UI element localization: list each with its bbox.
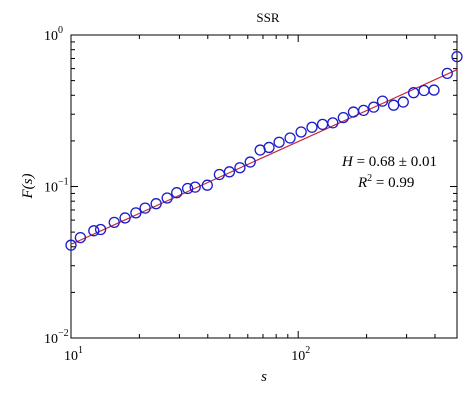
r2-exponent: 2	[367, 173, 372, 184]
y-tick-label: 10−2	[44, 328, 69, 347]
data-point	[119, 212, 131, 224]
x-tick-labels: 101 102	[64, 345, 310, 364]
y-tick-label: 100	[44, 25, 63, 44]
data-point	[327, 117, 339, 129]
data-point	[234, 162, 246, 174]
data-point	[88, 225, 100, 237]
y-tick-labels: 10−2 10−1 100	[44, 25, 69, 347]
y-axis-label: F(s)	[20, 174, 36, 200]
data-point	[397, 96, 409, 108]
x-tick-label: 101	[64, 345, 83, 364]
data-point	[306, 121, 318, 133]
r2-annotation: R2 = 0.99	[357, 173, 414, 191]
data-point	[263, 141, 275, 154]
data-point	[65, 239, 77, 251]
data-point	[407, 87, 420, 99]
data-point	[428, 84, 440, 96]
data-point	[130, 207, 142, 219]
data-point	[139, 202, 151, 214]
data-point	[74, 231, 87, 244]
data-point	[451, 50, 463, 63]
data-point	[376, 95, 389, 107]
data-point	[337, 111, 349, 124]
data-point	[94, 223, 107, 236]
ticks-layer	[70, 34, 458, 339]
x-axis-label: s	[261, 369, 267, 385]
data-point	[273, 136, 285, 148]
r2-symbol: R	[357, 175, 367, 191]
data-point	[161, 192, 173, 204]
data-point	[368, 101, 380, 113]
data-point	[284, 132, 296, 144]
data-point	[201, 179, 213, 191]
data-point	[244, 156, 256, 168]
fit-line-layer	[70, 69, 458, 245]
data-point	[441, 67, 453, 80]
data-point	[181, 182, 194, 195]
hurst-value: = 0.68 ± 0.01	[353, 154, 437, 170]
fit-line	[70, 69, 458, 245]
x-tick-label: 102	[291, 345, 310, 364]
hurst-symbol: H	[341, 154, 354, 170]
data-point	[150, 198, 162, 210]
data-point	[223, 166, 236, 178]
hurst-annotation: H = 0.68 ± 0.01	[341, 154, 437, 170]
chart-title: SSR	[256, 10, 279, 25]
y-axis-label-text: F(s)	[20, 174, 36, 200]
data-point	[171, 187, 183, 199]
data-point	[213, 168, 226, 181]
data-points-layer	[65, 50, 463, 251]
data-point	[387, 99, 400, 111]
r2-value: = 0.99	[372, 175, 414, 191]
data-point	[108, 216, 120, 228]
data-point	[295, 126, 307, 138]
data-point	[357, 104, 370, 117]
data-point	[418, 84, 430, 97]
data-point	[347, 106, 360, 118]
data-point	[189, 181, 201, 193]
y-tick-label: 10−1	[44, 177, 69, 196]
data-point	[316, 118, 329, 131]
